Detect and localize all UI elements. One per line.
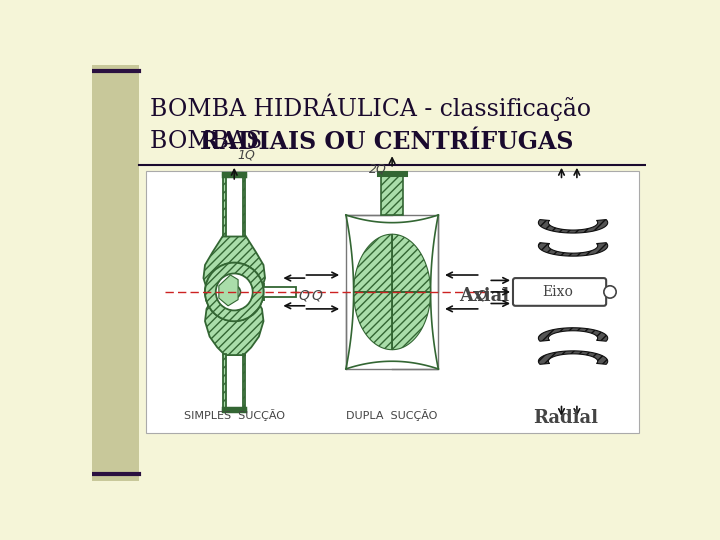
- Text: DUPLA  SUCÇÃO: DUPLA SUCÇÃO: [346, 409, 438, 421]
- Polygon shape: [539, 328, 608, 341]
- Polygon shape: [539, 220, 608, 233]
- Circle shape: [228, 286, 240, 298]
- Circle shape: [216, 273, 253, 310]
- Text: RADIAIS OU CENTRÍFUGAS: RADIAIS OU CENTRÍFUGAS: [199, 130, 573, 154]
- Text: 1Q: 1Q: [238, 149, 255, 162]
- Polygon shape: [243, 354, 245, 411]
- Text: Q: Q: [311, 289, 322, 303]
- Circle shape: [604, 286, 616, 298]
- Text: BOMBAS: BOMBAS: [150, 130, 270, 153]
- Polygon shape: [219, 275, 238, 306]
- Circle shape: [205, 262, 264, 321]
- Polygon shape: [243, 173, 245, 237]
- Text: Eixo: Eixo: [542, 285, 573, 299]
- Polygon shape: [354, 234, 431, 292]
- Polygon shape: [223, 173, 226, 237]
- Text: Axial: Axial: [459, 287, 510, 305]
- FancyBboxPatch shape: [513, 278, 606, 306]
- Bar: [146, 171, 639, 433]
- Polygon shape: [539, 242, 608, 256]
- Polygon shape: [382, 173, 403, 215]
- Polygon shape: [539, 351, 608, 364]
- Bar: [92, 65, 139, 481]
- Text: Q: Q: [475, 289, 486, 303]
- Polygon shape: [204, 235, 265, 294]
- Bar: [346, 215, 438, 369]
- Text: Radial: Radial: [533, 409, 598, 427]
- Text: SIMPLES  SUCÇÃO: SIMPLES SUCÇÃO: [184, 409, 284, 421]
- Text: 2Q: 2Q: [369, 162, 387, 176]
- Polygon shape: [354, 292, 431, 350]
- Polygon shape: [223, 354, 226, 411]
- Text: BOMBA HIDRÁULICA - classificação: BOMBA HIDRÁULICA - classificação: [150, 93, 591, 121]
- Circle shape: [205, 262, 264, 321]
- Text: Q: Q: [298, 289, 309, 303]
- Polygon shape: [205, 294, 264, 355]
